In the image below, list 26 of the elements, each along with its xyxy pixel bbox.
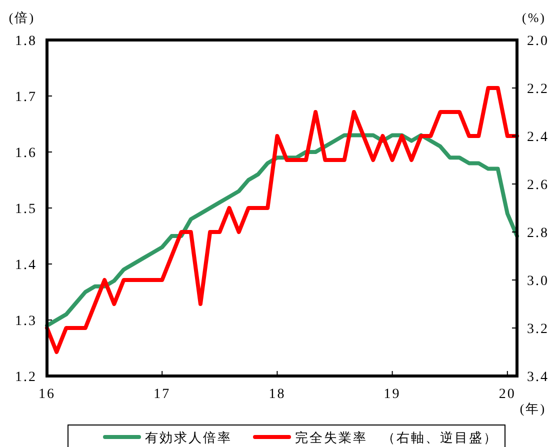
y-axis-title: (倍): [8, 10, 36, 25]
line-series: [45, 86, 519, 354]
legend-label: 完全失業率 （右軸、逆目盛）: [295, 430, 498, 445]
y-tick-label: 1.6: [15, 146, 37, 161]
y2-tick-label: 3.4: [527, 370, 549, 385]
y-tick-label: 1.2: [15, 370, 37, 385]
y2-tick-label: 2.4: [527, 130, 549, 145]
y-tick-label: 1.8: [15, 34, 37, 49]
x-tick-label: 16: [38, 387, 56, 402]
y2-tick-label: 3.0: [527, 274, 549, 289]
y-tick-label: 1.4: [15, 258, 37, 273]
y-tick-label: 1.7: [15, 90, 37, 105]
y-tick-label: 1.3: [15, 314, 37, 329]
x-tick-label: 19: [384, 387, 401, 402]
legend-label: 有効求人倍率: [145, 430, 232, 445]
y-tick-label: 1.5: [15, 202, 37, 217]
x-tick-label: 17: [154, 387, 171, 402]
y2-tick-label: 2.0: [527, 34, 549, 49]
y2-axis-title: (%): [522, 10, 546, 25]
y2-tick-label: 2.6: [527, 178, 549, 193]
y2-tick-label: 2.2: [527, 82, 549, 97]
y2-tick-label: 3.2: [527, 322, 549, 337]
x-tick-label: 20: [498, 387, 516, 402]
x-axis-title: (年): [520, 401, 546, 416]
x-tick-label: 18: [268, 387, 286, 402]
y2-tick-label: 2.8: [527, 226, 549, 241]
